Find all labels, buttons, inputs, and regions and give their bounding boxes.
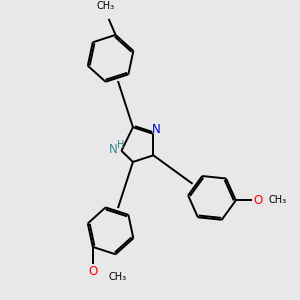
Text: O: O [253,194,262,207]
Text: N: N [109,143,117,156]
Text: CH₃: CH₃ [97,1,115,11]
Text: CH₃: CH₃ [109,272,127,281]
Text: H: H [117,140,125,150]
Text: CH₃: CH₃ [269,195,287,206]
Text: O: O [88,265,98,278]
Text: N: N [152,123,161,136]
